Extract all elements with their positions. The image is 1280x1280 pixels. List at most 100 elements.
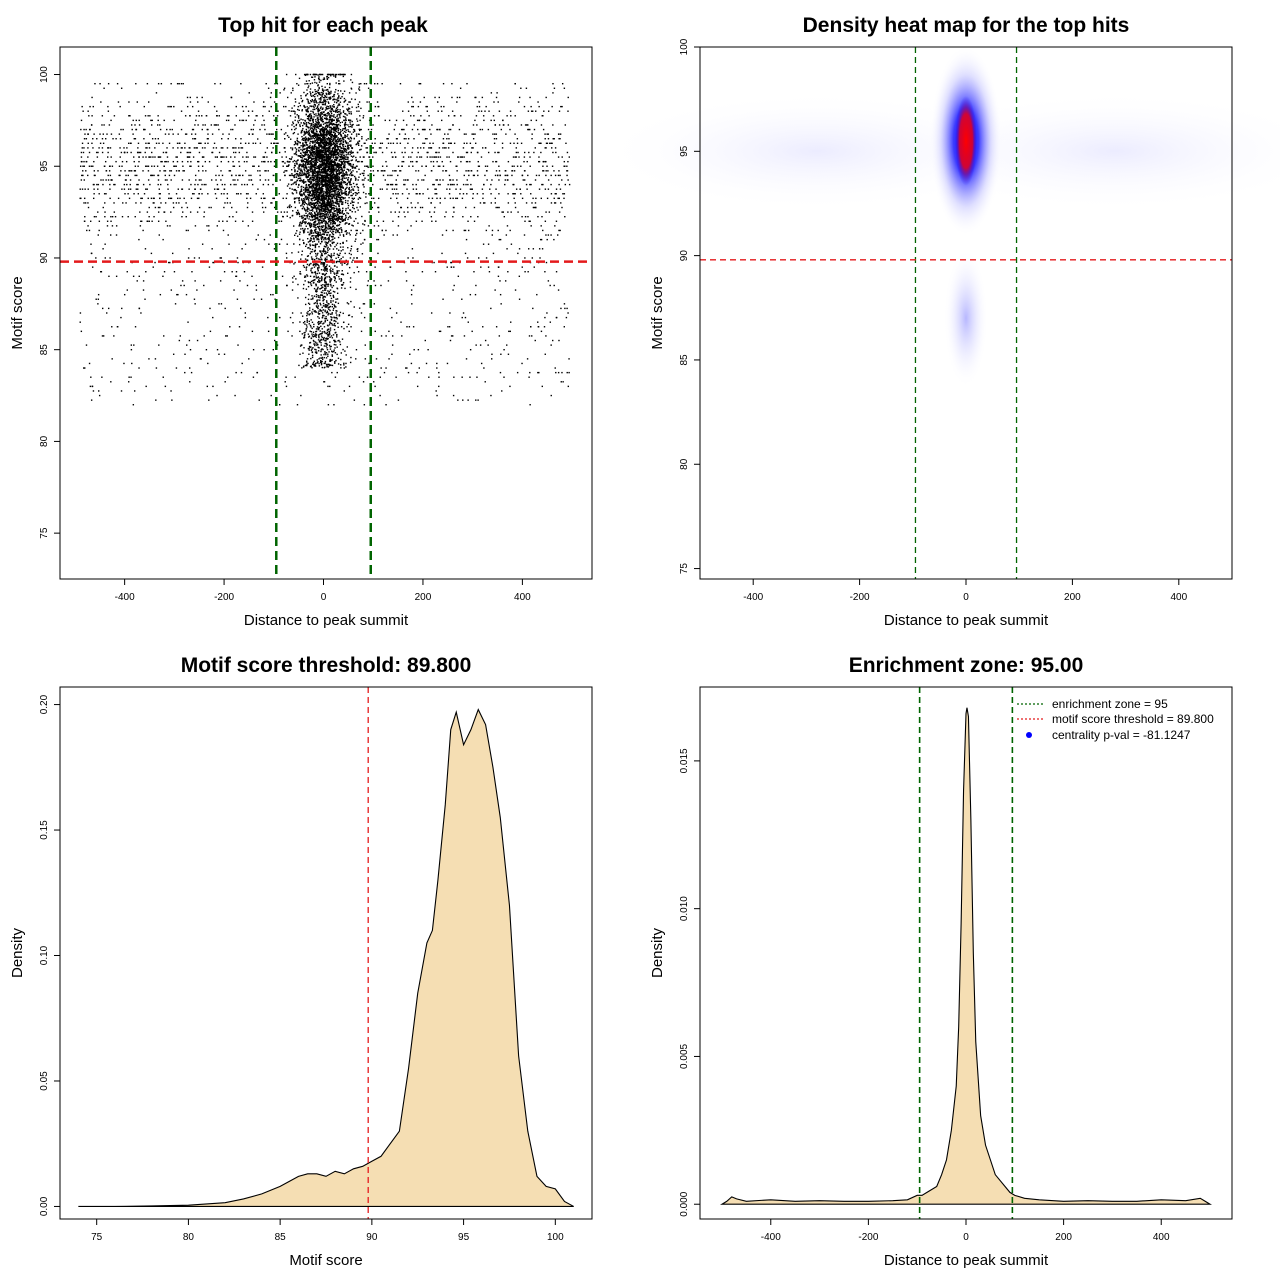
scatter-point [544,147,546,149]
scatter-point [302,206,305,208]
scatter-point [315,159,318,162]
scatter-point [290,183,293,186]
scatter-point [461,298,463,300]
scatter-point [495,96,498,99]
scatter-point [496,92,498,94]
scatter-point [125,174,127,177]
scatter-point [526,358,529,360]
scatter-point [96,156,99,158]
scatter-point [537,326,540,328]
scatter-point [566,307,568,310]
scatter-point [170,197,173,200]
scatter-point [378,211,380,213]
scatter-point [399,170,401,172]
scatter-point [342,207,344,210]
scatter-point [334,143,337,145]
scatter-point [315,362,317,365]
scatter-point [107,105,109,108]
scatter-point [105,138,107,140]
scatter-point [290,179,292,181]
scatter-point [331,124,334,126]
scatter-point [542,170,545,172]
scatter-point [160,82,163,85]
scatter-point [304,174,306,176]
scatter-point [290,138,292,140]
scatter-point [273,206,276,209]
scatter-point [90,220,92,222]
scatter-point [456,183,458,186]
scatter-point [95,298,97,300]
scatter-point [323,215,325,218]
scatter-point [387,142,390,145]
scatter-point [250,128,252,131]
scatter-point [521,215,523,218]
scatter-point [495,138,498,140]
scatter-point [157,82,160,85]
scatter-point [251,183,254,186]
scatter-point [452,151,454,154]
scatter-point [326,170,329,172]
scatter-point [247,156,249,158]
scatter-point [366,101,368,103]
scatter-point [462,183,465,186]
scatter-point [142,289,145,291]
scatter-point [226,220,228,222]
scatter-point [357,160,359,163]
scatter-point [119,174,121,177]
scatter-point [292,175,295,177]
scatter-point [84,133,86,135]
scatter-point [173,165,175,167]
scatter-point [190,183,192,186]
scatter-point [239,280,241,282]
scatter-point [314,214,317,216]
scatter-point [333,95,335,98]
scatter-point [300,194,302,197]
scatter-point [135,119,137,122]
scatter-point [507,160,510,163]
scatter-point [80,330,83,333]
scatter-point [329,191,331,193]
scatter-point [391,344,394,346]
scatter-point [326,208,329,210]
scatter-point [372,170,375,172]
scatter-point [198,206,201,209]
scatter-point [194,225,197,227]
scatter-point [518,101,520,103]
scatter-point [328,129,331,131]
scatter-point [564,307,566,310]
scatter-point [165,160,167,163]
scatter-point [312,232,315,234]
scatter-point [348,385,351,388]
scatter-point [340,186,343,189]
scatter-point [455,188,457,190]
scatter-point [529,96,531,99]
scatter-point [308,163,310,166]
scatter-point [532,248,535,250]
scatter-point [550,183,552,186]
scatter-point [153,174,155,177]
scatter-point [325,92,327,95]
scatter-point [84,367,86,369]
scatter-point [294,234,296,237]
scatter-point [326,256,328,258]
scatter-point [326,132,328,135]
scatter-point [181,280,184,282]
scatter-point [396,183,398,186]
scatter-point [214,82,216,85]
scatter-point [547,133,550,135]
scatter-point [553,202,556,204]
scatter-point [133,160,135,163]
scatter-point [435,193,438,195]
scatter-point [318,121,320,124]
scatter-point [328,113,330,115]
scatter-point [309,163,311,165]
scatter-point [155,92,158,94]
scatter-point [304,119,306,122]
scatter-point [210,179,213,181]
scatter-point [368,362,370,365]
scatter-point [461,156,463,158]
scatter-point [314,159,316,162]
scatter-point [337,117,339,119]
scatter-point [484,202,486,204]
scatter-point [301,139,303,141]
